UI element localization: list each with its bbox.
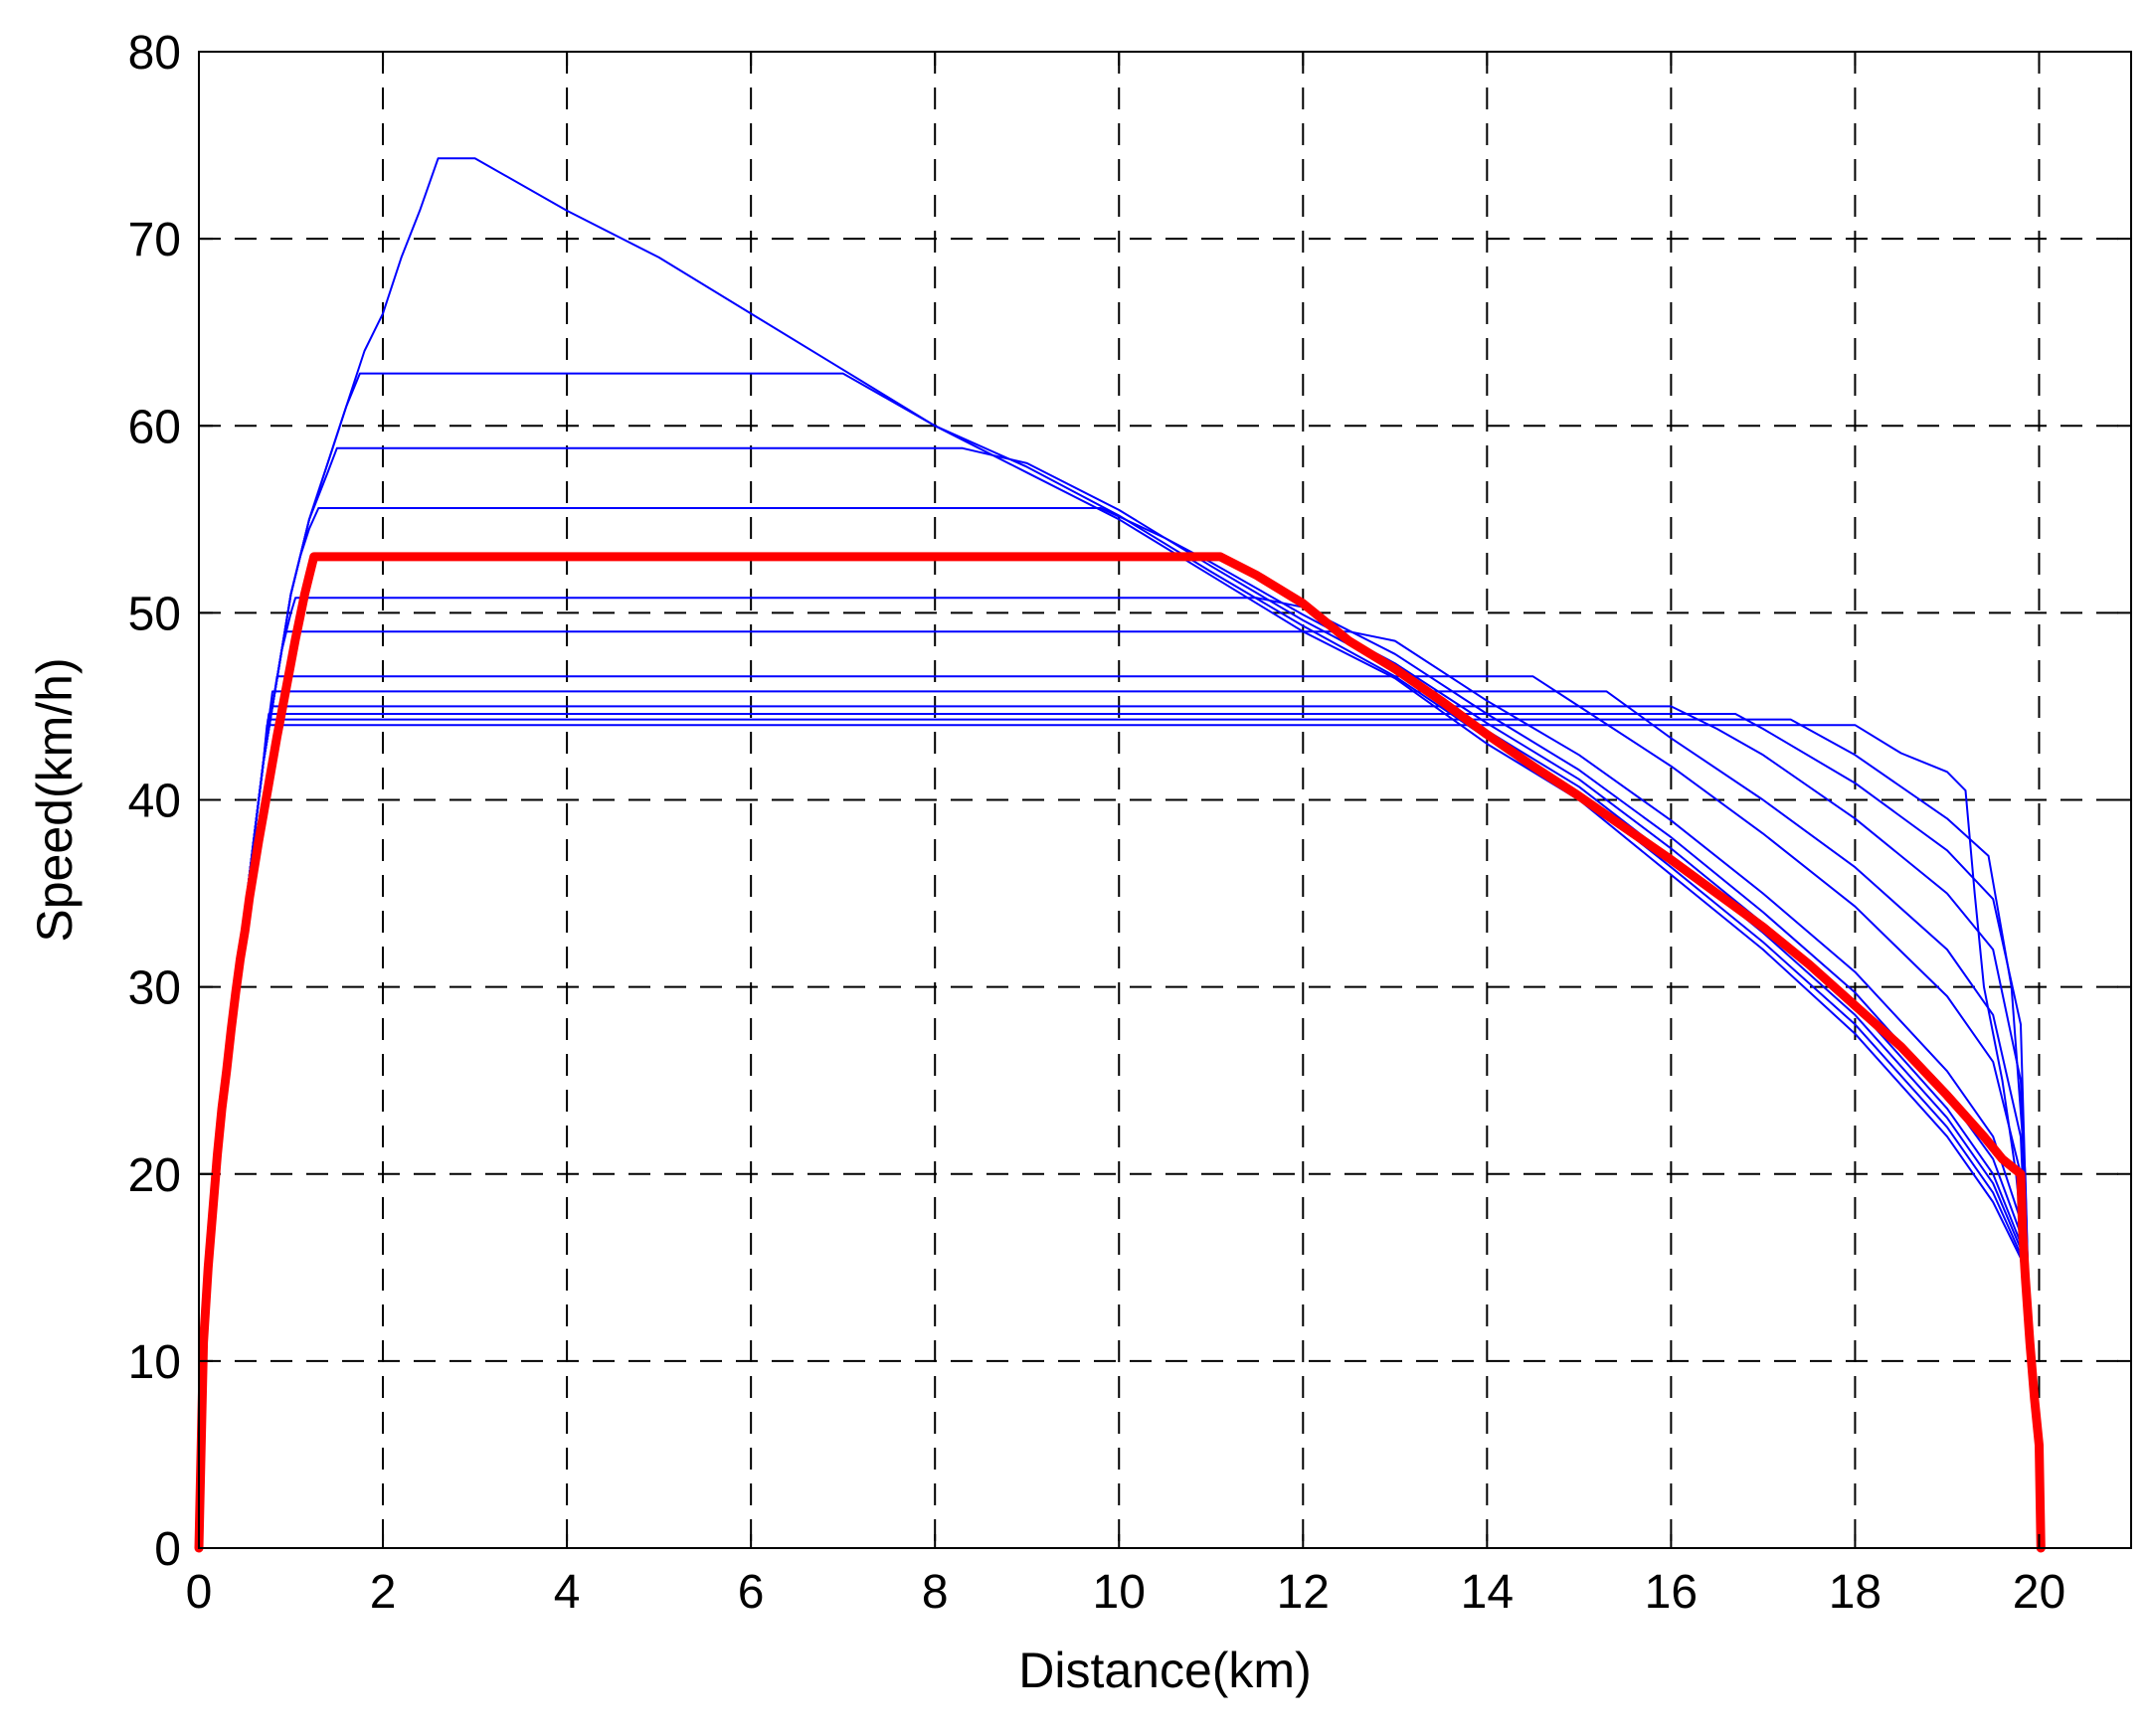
plot-background (199, 52, 2131, 1548)
x-tick-label: 2 (370, 1566, 397, 1619)
y-tick-label: 60 (128, 401, 181, 453)
y-tick-label: 70 (128, 214, 181, 266)
x-tick-label: 18 (1829, 1566, 1881, 1619)
y-tick-label: 50 (128, 588, 181, 640)
x-tick-label: 6 (738, 1566, 765, 1619)
x-tick-label: 16 (1645, 1566, 1698, 1619)
x-tick-label: 4 (554, 1566, 581, 1619)
y-tick-label: 20 (128, 1149, 181, 1202)
x-tick-label: 0 (186, 1566, 213, 1619)
axis-ticks: 0 2 4 6 8 10 12 14 16 18 20 0 10 20 30 40 50 60 70 80 (128, 27, 2131, 1619)
y-tick-label: 30 (128, 962, 181, 1015)
y-tick-label: 40 (128, 776, 181, 828)
x-tick-label: 20 (2013, 1566, 2065, 1619)
x-tick-label: 8 (922, 1566, 949, 1619)
series-layer (194, 157, 2046, 1553)
series-line-selected (194, 552, 2046, 1553)
y-tick-label: 10 (128, 1336, 181, 1389)
x-tick-label: 14 (1461, 1566, 1514, 1619)
y-axis-label: Speed(km/h) (27, 657, 83, 942)
y-tick-label: 0 (154, 1523, 181, 1576)
y-tick-label: 80 (128, 27, 181, 80)
x-axis-label: Distance(km) (1018, 1643, 1311, 1698)
x-tick-label: 10 (1093, 1566, 1146, 1619)
x-tick-label: 12 (1277, 1566, 1330, 1619)
